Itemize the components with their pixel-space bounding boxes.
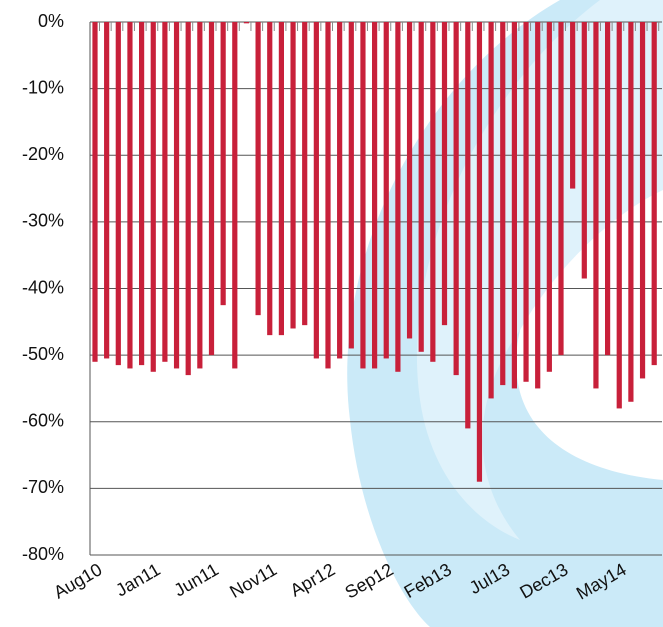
bar: [511, 22, 517, 389]
bar: [162, 22, 168, 362]
bar: [639, 22, 646, 379]
bar: [267, 22, 273, 336]
bar: [220, 22, 226, 306]
bar: [127, 22, 133, 369]
y-tick-label: -60%: [22, 411, 64, 431]
bar: [337, 22, 343, 359]
bar: [243, 22, 250, 24]
bar: [360, 22, 366, 369]
bar: [278, 22, 284, 336]
x-tick-label: Jun11: [171, 559, 222, 600]
bar: [92, 22, 98, 362]
bar: [115, 22, 121, 366]
bar: [173, 22, 180, 369]
bar: [465, 22, 471, 429]
bar: [558, 22, 564, 356]
x-tick-label: Aug10: [50, 559, 105, 602]
bar: [104, 22, 110, 359]
bar: [395, 22, 401, 372]
y-tick-label: -80%: [22, 544, 64, 564]
bar: [453, 22, 459, 376]
y-tick-label: -40%: [22, 277, 64, 297]
bar: [418, 22, 424, 352]
bar: [651, 22, 657, 366]
bar: [290, 22, 296, 329]
bar: [139, 22, 145, 366]
bar: [406, 22, 413, 339]
bar: [313, 22, 319, 359]
bar: [476, 22, 483, 482]
bar: [348, 22, 354, 349]
bar: [535, 22, 541, 389]
bar: [232, 22, 238, 369]
bar: [593, 22, 599, 389]
y-tick-label: -70%: [22, 477, 64, 497]
bar: [302, 22, 308, 326]
y-tick-label: -10%: [22, 77, 64, 97]
bar: [325, 22, 331, 369]
bar: [372, 22, 378, 369]
y-tick-label: 0%: [38, 11, 64, 31]
x-tick-label: Sep12: [342, 559, 397, 602]
bar: [570, 22, 576, 189]
bar: [185, 22, 191, 376]
bar: [605, 22, 611, 356]
bar: [523, 22, 529, 382]
y-tick-label: -30%: [22, 211, 64, 231]
bar: [150, 22, 156, 372]
x-tick-label: Apr12: [287, 559, 339, 600]
bar: [383, 22, 389, 359]
bar: [581, 22, 587, 279]
bar: [616, 22, 622, 409]
y-tick-label: -20%: [22, 144, 64, 164]
bar: [546, 22, 552, 372]
bar: [197, 22, 203, 369]
bar: [208, 22, 215, 356]
bar: [255, 22, 261, 316]
y-tick-label: -50%: [22, 344, 64, 364]
bar: [441, 22, 448, 326]
bar: [500, 22, 506, 386]
bar: [430, 22, 436, 362]
bar: [488, 22, 494, 399]
x-tick-label: Jan11: [112, 559, 163, 600]
bar: [628, 22, 634, 402]
x-tick-label: Nov11: [226, 559, 280, 602]
